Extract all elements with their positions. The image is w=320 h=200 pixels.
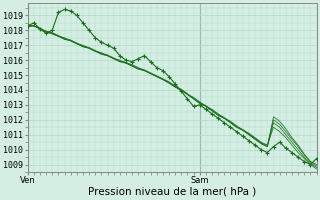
X-axis label: Pression niveau de la mer( hPa ): Pression niveau de la mer( hPa ): [88, 187, 256, 197]
